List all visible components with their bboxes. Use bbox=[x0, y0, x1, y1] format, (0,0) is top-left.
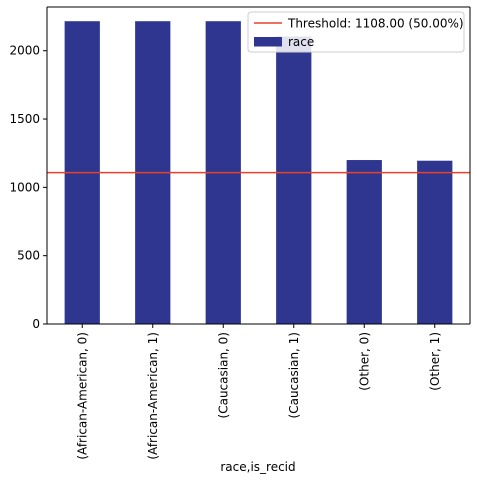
x-axis-label: race,is_recid bbox=[220, 460, 295, 474]
legend: Threshold: 1108.00 (50.00%) race bbox=[247, 11, 465, 53]
bar-5 bbox=[417, 160, 453, 324]
y-tick-label: 0 bbox=[32, 317, 40, 331]
x-tick-label: (Caucasian, 1) bbox=[287, 332, 301, 418]
legend-race-label: race bbox=[288, 35, 314, 49]
plot-area bbox=[47, 7, 470, 324]
x-ticks-group: (African-American, 0) (African-American, … bbox=[75, 324, 442, 460]
x-tick-label: (Other, 1) bbox=[428, 332, 442, 391]
y-tick-label: 1000 bbox=[9, 180, 40, 194]
x-tick-label: (Other, 0) bbox=[357, 332, 371, 391]
y-ticks-group: 0 500 1000 1500 2000 bbox=[9, 44, 47, 331]
x-tick-label: (African-American, 0) bbox=[75, 332, 89, 460]
axes-group bbox=[46, 6, 471, 325]
legend-frame bbox=[247, 11, 465, 53]
y-tick-label: 500 bbox=[17, 249, 40, 263]
bar-3 bbox=[276, 36, 312, 324]
y-tick-label: 2000 bbox=[9, 44, 40, 58]
bar-4 bbox=[346, 160, 382, 324]
legend-race-swatch bbox=[254, 37, 282, 47]
y-tick-label: 1500 bbox=[9, 112, 40, 126]
x-tick-label: (Caucasian, 0) bbox=[216, 332, 230, 418]
legend-threshold-label: Threshold: 1108.00 (50.00%) bbox=[287, 17, 464, 31]
x-tick-label: (African-American, 1) bbox=[146, 332, 160, 460]
